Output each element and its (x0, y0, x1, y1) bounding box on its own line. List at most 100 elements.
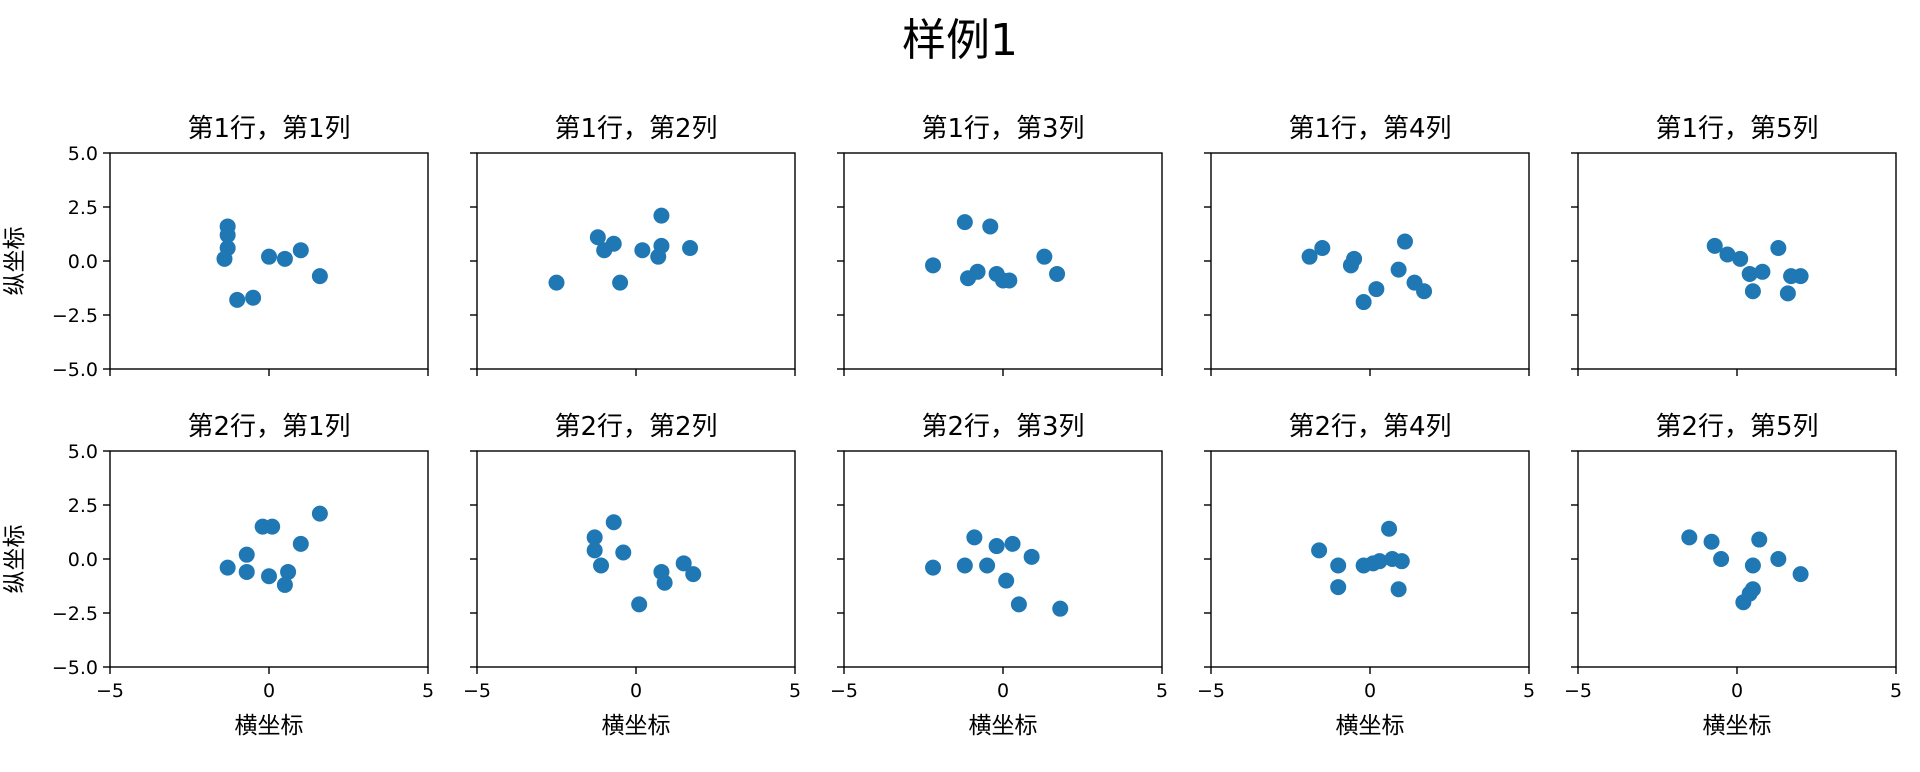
x-axis-label: 横坐标 (1336, 713, 1405, 739)
data-point (1390, 581, 1407, 598)
data-point (1381, 520, 1398, 537)
x-tick-label: −5 (830, 680, 858, 702)
subplot-title: 第1行，第2列 (554, 114, 717, 144)
data-point (1744, 557, 1761, 574)
subplot-title: 第1行，第3列 (921, 114, 1084, 144)
data-point (1004, 535, 1021, 552)
subplot-title: 第1行，第5列 (1655, 114, 1818, 144)
x-axis-label: 横坐标 (1703, 713, 1772, 739)
x-tick-label: 0 (1731, 680, 1743, 702)
data-point (1713, 551, 1730, 567)
subplot-title: 第2行，第5列 (1655, 412, 1818, 442)
data-point (656, 574, 673, 591)
data-point (612, 274, 629, 291)
data-point (1010, 596, 1027, 613)
data-point (1732, 250, 1749, 267)
data-point (261, 248, 277, 265)
data-point (956, 214, 973, 231)
data-point (675, 555, 692, 572)
data-point (1393, 553, 1410, 570)
x-axis-label: 横坐标 (969, 713, 1038, 739)
data-point (682, 240, 699, 257)
data-point (264, 518, 281, 535)
data-point (1754, 263, 1771, 280)
x-tick-label: 5 (789, 680, 801, 702)
data-point (1301, 248, 1318, 265)
axes-frame (843, 152, 1163, 370)
data-point (292, 242, 309, 259)
data-point (1751, 531, 1768, 548)
y-tick-label: −2.5 (52, 603, 98, 625)
data-point (1779, 285, 1796, 302)
data-point (925, 559, 942, 576)
data-point (311, 268, 328, 285)
data-point (1314, 240, 1331, 257)
data-point (982, 218, 999, 235)
data-point (238, 546, 255, 563)
y-tick-label: −5.0 (52, 359, 98, 381)
figure-title: 样例1 (902, 15, 1018, 66)
y-tick-label: 0.0 (68, 549, 98, 571)
data-point (1023, 548, 1040, 565)
y-tick-label: 2.5 (68, 495, 98, 517)
data-point (605, 235, 622, 252)
data-point (979, 557, 996, 574)
subplot-title: 第2行，第1列 (187, 412, 350, 442)
x-tick-label: 5 (1523, 680, 1535, 702)
data-point (1744, 581, 1761, 598)
data-point (1049, 265, 1066, 282)
y-tick-label: −2.5 (52, 305, 98, 327)
subplot-title: 第2行，第3列 (921, 412, 1084, 442)
x-tick-label: 0 (1364, 680, 1376, 702)
x-tick-label: −5 (1197, 680, 1225, 702)
data-point (653, 207, 670, 224)
axes-frame (109, 450, 429, 668)
axes-frame (843, 450, 1163, 668)
data-point (634, 242, 651, 259)
data-point (1703, 533, 1720, 550)
data-point (292, 535, 309, 552)
x-axis-label: 横坐标 (235, 713, 304, 739)
data-point (245, 289, 262, 306)
axes-frame (476, 152, 796, 370)
data-point (1681, 529, 1698, 546)
data-point (1792, 268, 1809, 285)
x-tick-label: 5 (1156, 680, 1168, 702)
data-point (1770, 551, 1787, 567)
data-point (969, 263, 986, 280)
data-point (615, 544, 632, 561)
data-point (586, 529, 603, 546)
y-tick-label: 5.0 (68, 143, 98, 165)
x-tick-label: 0 (997, 680, 1009, 702)
data-point (1330, 579, 1347, 596)
data-point (1311, 542, 1328, 559)
data-point (1416, 283, 1433, 300)
x-tick-label: 5 (422, 680, 434, 702)
data-point (1390, 261, 1407, 278)
data-point (966, 529, 983, 546)
data-point (1741, 265, 1758, 282)
data-point (1330, 557, 1347, 574)
data-point (548, 274, 565, 291)
subplot-title: 第2行，第2列 (554, 412, 717, 442)
axes-frame (1577, 450, 1897, 668)
data-point (311, 505, 328, 522)
data-point (988, 538, 1005, 555)
data-point (1396, 233, 1413, 250)
axes-frame (476, 450, 796, 668)
data-point (586, 542, 603, 559)
data-point (589, 229, 606, 246)
data-point (998, 572, 1015, 589)
subplot-title: 第1行，第4列 (1288, 114, 1451, 144)
data-point (1770, 240, 1787, 257)
y-tick-label: −5.0 (52, 657, 98, 679)
data-point (605, 514, 622, 531)
x-tick-label: −5 (1564, 680, 1592, 702)
data-point (1355, 294, 1372, 311)
subplot-title: 第2行，第4列 (1288, 412, 1451, 442)
data-point (631, 596, 648, 613)
data-point (1346, 250, 1363, 267)
axes-frame (1210, 152, 1530, 370)
data-point (593, 557, 610, 574)
